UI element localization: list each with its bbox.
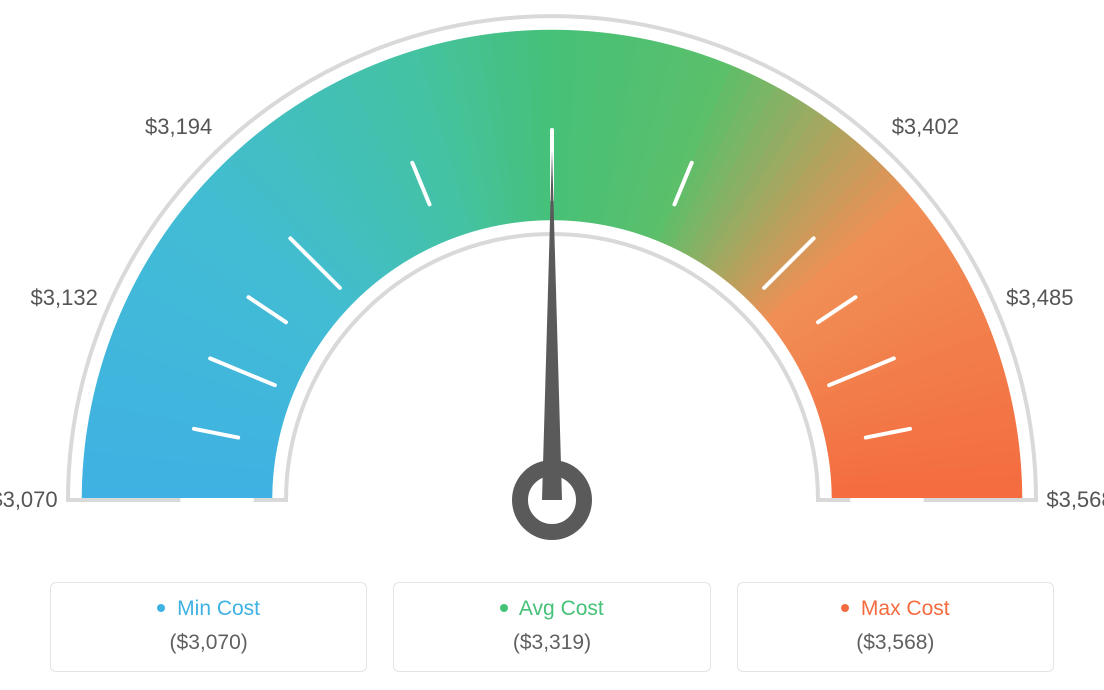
legend-min-title-text: Min Cost xyxy=(177,597,260,620)
gauge-tick-label: $3,194 xyxy=(145,114,212,140)
legend-min: Min Cost ($3,070) xyxy=(50,582,367,672)
legend-avg-value: ($3,319) xyxy=(404,631,699,655)
dot-icon xyxy=(841,604,849,612)
gauge-tick-label: $3,402 xyxy=(892,114,959,140)
gauge-svg xyxy=(0,0,1104,560)
legend-max-value: ($3,568) xyxy=(748,631,1043,655)
dot-icon xyxy=(500,604,508,612)
legend-min-title: Min Cost xyxy=(61,597,356,621)
gauge-tick-label: $3,568 xyxy=(1046,487,1104,513)
legend-max-title-text: Max Cost xyxy=(861,597,950,620)
gauge-tick-label: $3,485 xyxy=(1006,285,1073,311)
gauge-chart: $3,070$3,132$3,194$3,319$3,402$3,485$3,5… xyxy=(0,0,1104,560)
legend-max-title: Max Cost xyxy=(748,597,1043,621)
gauge-tick-label: $3,132 xyxy=(31,285,98,311)
gauge-tick-label: $3,070 xyxy=(0,487,58,513)
legend-avg-title-text: Avg Cost xyxy=(519,597,604,620)
legend-avg: Avg Cost ($3,319) xyxy=(393,582,710,672)
legend-row: Min Cost ($3,070) Avg Cost ($3,319) Max … xyxy=(0,582,1104,672)
legend-max: Max Cost ($3,568) xyxy=(737,582,1054,672)
legend-avg-title: Avg Cost xyxy=(404,597,699,621)
legend-min-value: ($3,070) xyxy=(61,631,356,655)
dot-icon xyxy=(157,604,165,612)
